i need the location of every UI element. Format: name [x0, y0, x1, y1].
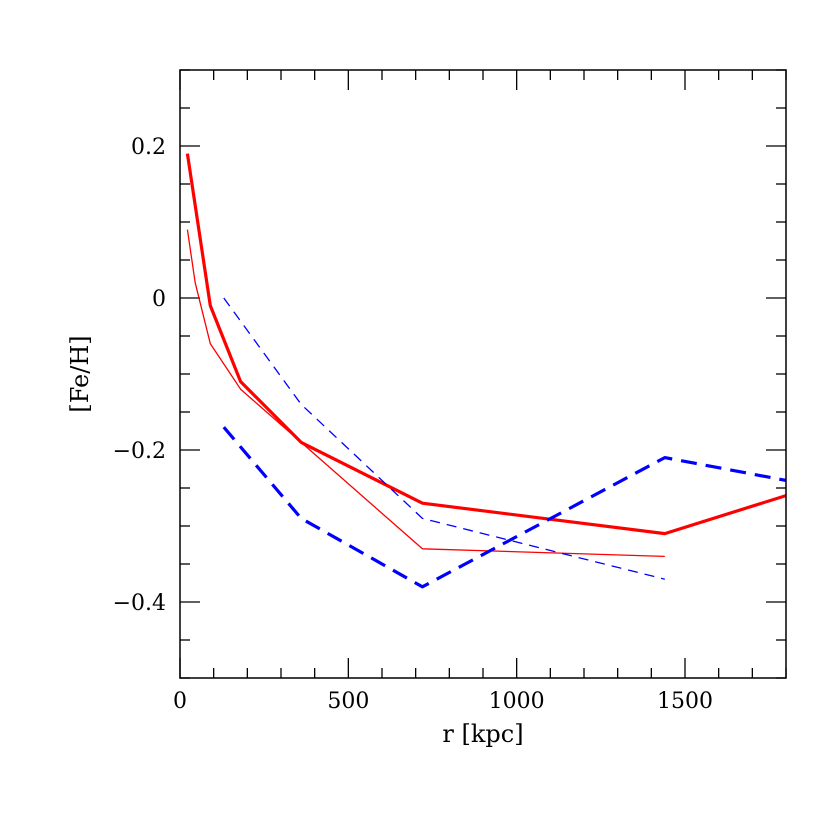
y-tick-label: 0 — [152, 287, 166, 312]
y-tick-label: 0.2 — [131, 135, 166, 160]
data-series — [185, 153, 786, 589]
series-line-4 — [223, 297, 665, 580]
y-axis-label: [Fe/H] — [66, 335, 94, 412]
y-tick-label: −0.2 — [113, 439, 166, 464]
y-tick-label: −0.4 — [113, 591, 166, 616]
plot-frame — [179, 69, 787, 679]
x-tick-label: 1000 — [489, 689, 545, 714]
x-tick-label: 500 — [327, 689, 369, 714]
series-line-3 — [222, 426, 786, 589]
tick-labels: 0 500 1000 1500 0.2 0 −0.2 −0.4 — [113, 135, 713, 714]
axis-ticks — [179, 69, 787, 679]
x-tick-label: 1500 — [657, 689, 713, 714]
x-tick-label: 0 — [173, 689, 187, 714]
x-axis-label: r [kpc] — [442, 720, 523, 748]
series-line-2 — [186, 229, 665, 558]
series-line-1 — [185, 153, 786, 536]
